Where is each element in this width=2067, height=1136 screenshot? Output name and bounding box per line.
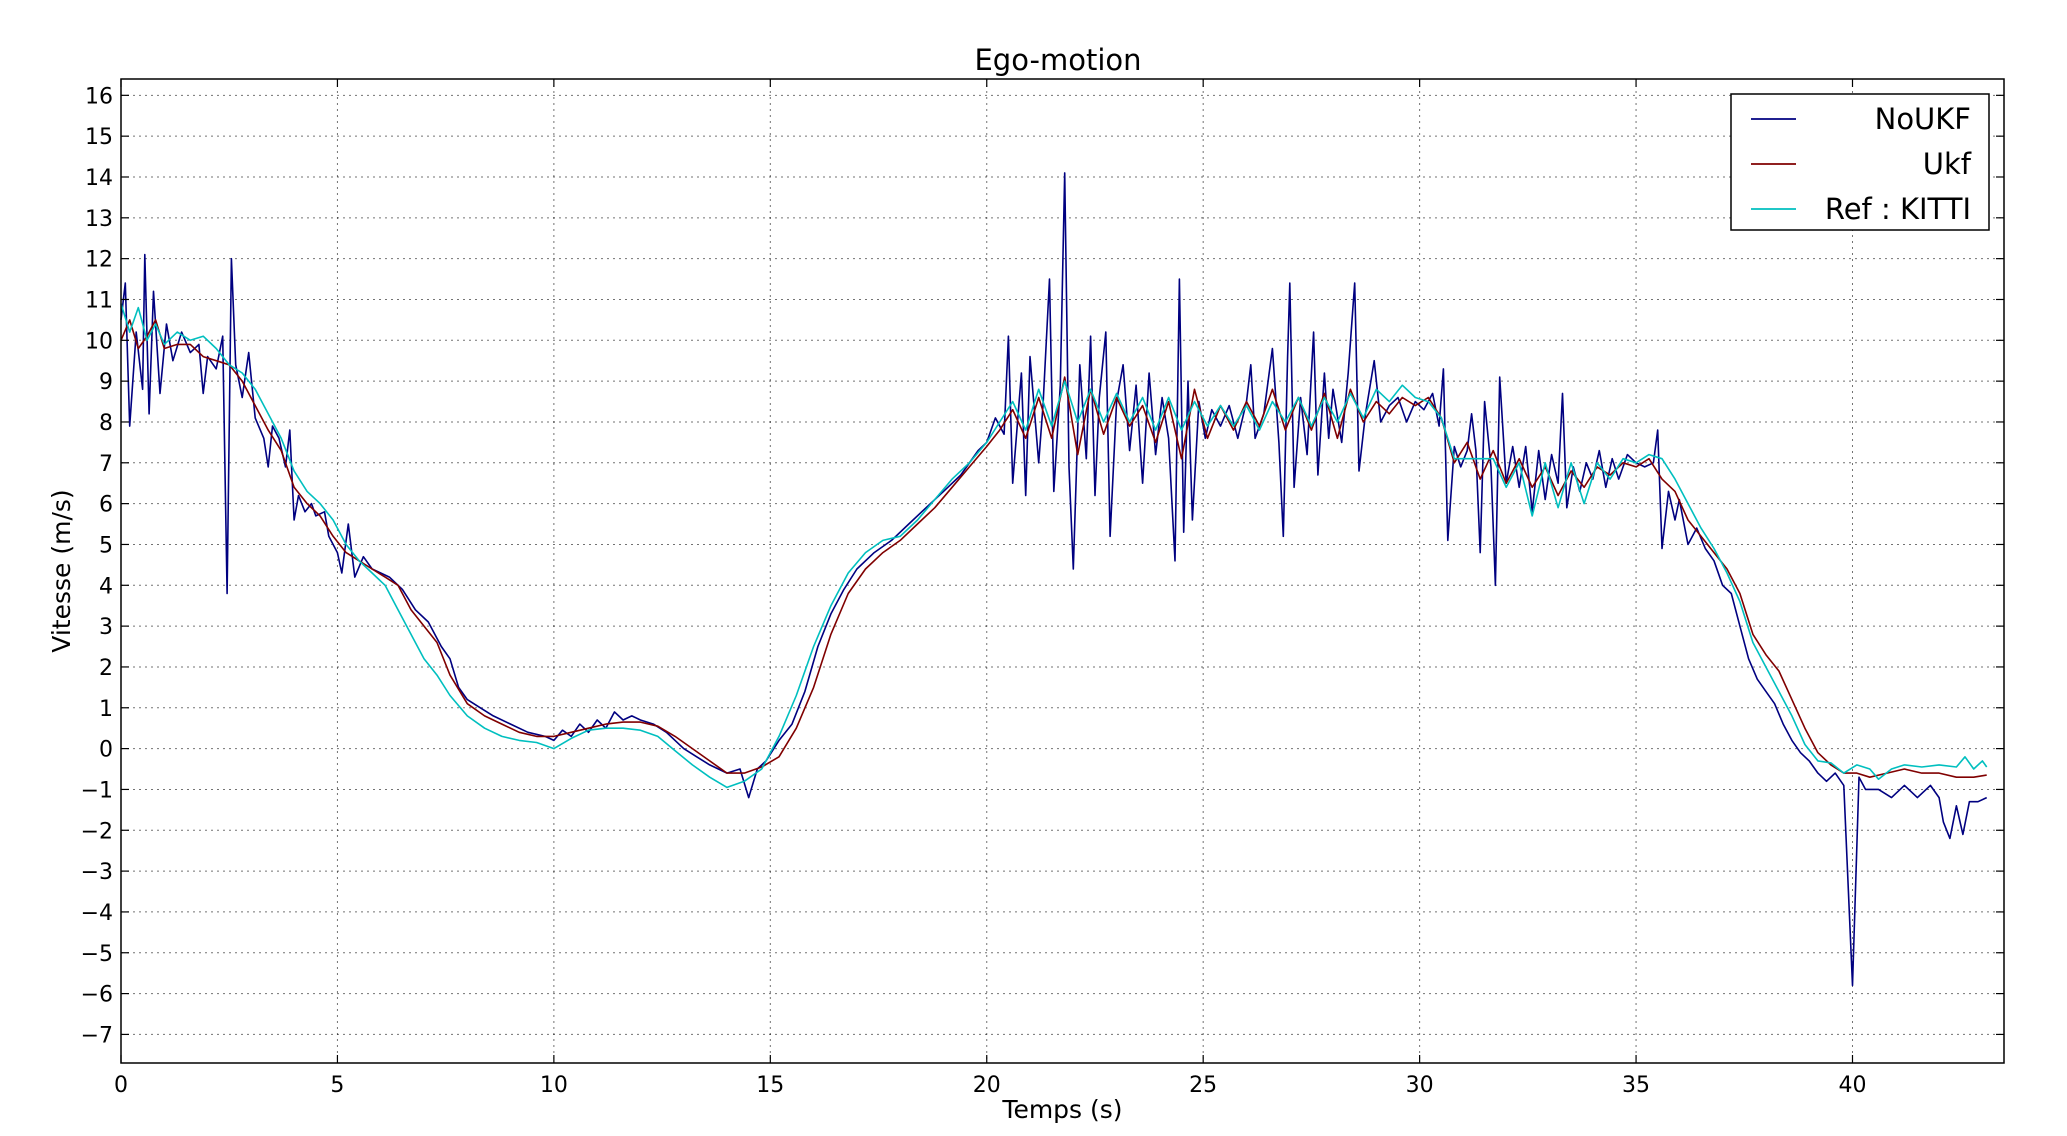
- y-tick-label: 13: [85, 207, 113, 232]
- x-axis-title: Temps (s): [1001, 1095, 1122, 1124]
- x-tick-label: 15: [756, 1073, 784, 1098]
- series-line-noukf: [120, 172, 1988, 987]
- y-tick-label: 4: [99, 574, 113, 599]
- y-tick-label: 9: [99, 370, 113, 395]
- series-line-ukf: [120, 319, 1987, 779]
- x-tick-label: 10: [540, 1073, 568, 1098]
- legend-entry: Ukf: [1751, 147, 1972, 181]
- legend-label: NoUKF: [1875, 102, 1971, 136]
- x-tick-label: 0: [114, 1073, 128, 1098]
- legend: NoUKF Ukf Ref : KITTI: [1730, 93, 1990, 231]
- legend-label: Ukf: [1923, 147, 1972, 181]
- y-tick-label: −3: [81, 860, 113, 885]
- y-tick-label: 5: [99, 533, 113, 558]
- y-tick-label: −7: [81, 1023, 113, 1048]
- y-tick-label: 11: [85, 288, 113, 313]
- y-axis-title: Vitesse (m/s): [47, 489, 76, 652]
- legend-entry: Ref : KITTI: [1751, 192, 1971, 226]
- y-tick-label: −1: [81, 778, 113, 803]
- y-tick-label: −6: [81, 983, 113, 1008]
- series-line-ref-kitti: [120, 303, 1988, 789]
- y-tick-label: 2: [99, 656, 113, 681]
- legend-label: Ref : KITTI: [1825, 192, 1971, 226]
- y-tick-label: −4: [81, 901, 113, 926]
- chart-title: Ego-motion: [974, 43, 1141, 77]
- x-tick-label: 25: [1189, 1073, 1217, 1098]
- y-tick-label: 3: [99, 615, 113, 640]
- series-layer: [120, 172, 1988, 987]
- legend-box: [1730, 93, 1990, 231]
- y-tick-label: 15: [85, 125, 113, 150]
- y-tick-label: 16: [85, 84, 113, 109]
- y-tick-label: −2: [81, 819, 113, 844]
- x-tick-label: 5: [330, 1073, 344, 1098]
- x-tick-label: 30: [1406, 1073, 1434, 1098]
- x-tick-label: 20: [973, 1073, 1001, 1098]
- plot-frame: [120, 78, 2005, 1064]
- y-tick-label: 6: [99, 493, 113, 518]
- y-tick-label: −5: [81, 942, 113, 967]
- x-tick-label: 40: [1838, 1073, 1866, 1098]
- y-tick-label: 1: [99, 697, 113, 722]
- y-tick-label: 10: [85, 329, 113, 354]
- y-tick-label: 8: [99, 411, 113, 436]
- y-tick-label: 14: [85, 166, 113, 191]
- y-tick-label: 7: [99, 452, 113, 477]
- legend-entry: NoUKF: [1751, 102, 1971, 136]
- x-axis: 0 5 10 15 20 25 30 35 40: [114, 79, 1866, 1098]
- grid: [120, 79, 2004, 1063]
- x-tick-label: 35: [1622, 1073, 1650, 1098]
- y-tick-label: 0: [99, 738, 113, 763]
- y-tick-label: 12: [85, 248, 113, 273]
